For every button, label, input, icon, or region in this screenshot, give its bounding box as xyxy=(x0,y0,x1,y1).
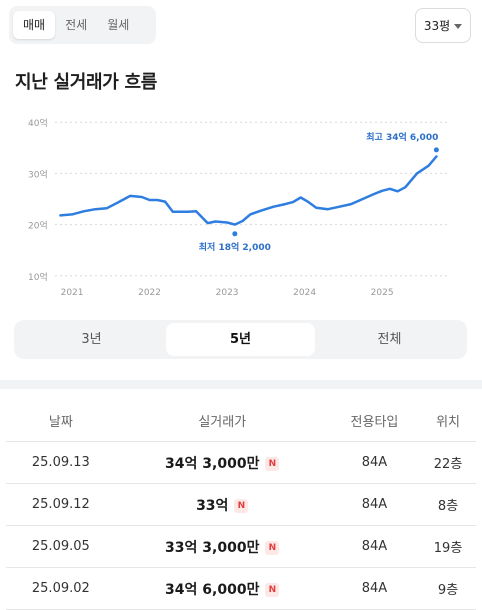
cell-type: 84A xyxy=(328,483,421,526)
size-selector-label: 33평 xyxy=(423,19,451,33)
table-row[interactable]: 25.09.13 34억 3,000만 N 84A 22층 xyxy=(6,441,476,484)
x-tick-label: 2024 xyxy=(293,288,316,298)
cell-floor: 19층 xyxy=(420,525,476,568)
cell-floor: 22층 xyxy=(420,441,476,484)
new-badge: N xyxy=(265,540,280,555)
min-price-label: 최저 18억 2,000 xyxy=(199,241,271,253)
y-tick-label: 10억 xyxy=(28,271,48,283)
period-tabs: 3년 5년 전체 xyxy=(14,320,467,359)
new-badge: N xyxy=(265,456,280,471)
y-tick-label: 40억 xyxy=(28,117,48,129)
page-title: 지난 실거래가 흐름 xyxy=(15,72,158,93)
cell-floor: 8층 xyxy=(420,483,476,526)
x-tick-label: 2025 xyxy=(371,288,394,298)
size-selector-button[interactable]: 33평 xyxy=(415,8,471,43)
section-divider xyxy=(0,380,482,389)
cell-type: 84A xyxy=(328,567,421,610)
cell-date: 25.09.02 xyxy=(6,567,116,610)
price-text: 33억 3,000만 xyxy=(165,539,260,556)
table-header-row: 날짜 실거래가 전용타입 위치 xyxy=(6,399,476,442)
header-floor: 위치 xyxy=(420,399,476,442)
cell-floor: 9층 xyxy=(420,567,476,610)
max-price-label: 최고 34억 6,000 xyxy=(366,131,438,143)
cell-date: 25.09.12 xyxy=(6,483,116,526)
new-badge: N xyxy=(265,582,280,597)
table-row[interactable]: 25.09.12 33억 N 84A 8층 xyxy=(6,483,476,526)
cell-price: 33억 3,000만 N xyxy=(115,525,329,568)
min-point xyxy=(232,231,238,237)
max-point xyxy=(433,147,439,153)
period-tab-3y[interactable]: 3년 xyxy=(81,332,102,347)
price-text: 34억 3,000만 xyxy=(165,455,260,472)
y-tick-label: 20억 xyxy=(28,220,48,232)
price-text: 33억 xyxy=(196,497,229,514)
price-text: 34억 6,000만 xyxy=(165,581,260,598)
cell-date: 25.09.05 xyxy=(6,525,116,568)
header-date: 날짜 xyxy=(6,399,116,442)
period-tab-all[interactable]: 전체 xyxy=(377,332,402,347)
y-tick-label: 30억 xyxy=(28,168,48,180)
cell-price: 34억 6,000만 N xyxy=(115,567,329,610)
cell-price: 33억 N xyxy=(115,483,329,526)
header-type: 전용타입 xyxy=(328,399,421,442)
cell-date: 25.09.13 xyxy=(6,441,116,484)
transaction-table: 날짜 실거래가 전용타입 위치 25.09.13 34억 3,000만 N 84A… xyxy=(6,399,476,610)
period-tab-5y[interactable]: 5년 xyxy=(166,323,315,356)
table-row[interactable]: 25.09.05 33억 3,000만 N 84A 19층 xyxy=(6,525,476,568)
cell-type: 84A xyxy=(328,525,421,568)
price-trend-line xyxy=(59,155,438,226)
x-tick-label: 2022 xyxy=(138,288,161,298)
cell-price: 34억 3,000만 N xyxy=(115,441,329,484)
tab-monthly-rent[interactable]: 월세 xyxy=(107,18,130,32)
table-row[interactable]: 25.09.02 34억 6,000만 N 84A 9층 xyxy=(6,567,476,610)
caret-down-icon xyxy=(454,23,463,29)
x-tick-label: 2021 xyxy=(61,288,84,298)
tab-sale[interactable]: 매매 xyxy=(13,11,56,39)
deal-type-tabs: 매매 전세 월세 xyxy=(9,6,156,44)
x-tick-label: 2023 xyxy=(216,288,239,298)
tab-jeonse[interactable]: 전세 xyxy=(65,18,88,32)
price-chart: 40억 30억 20억 10억 2021 2022 2023 2024 2025 최고 34억 6… xyxy=(28,117,448,298)
new-badge: N xyxy=(234,498,249,513)
header-price: 실거래가 xyxy=(115,399,329,442)
cell-type: 84A xyxy=(328,441,421,484)
